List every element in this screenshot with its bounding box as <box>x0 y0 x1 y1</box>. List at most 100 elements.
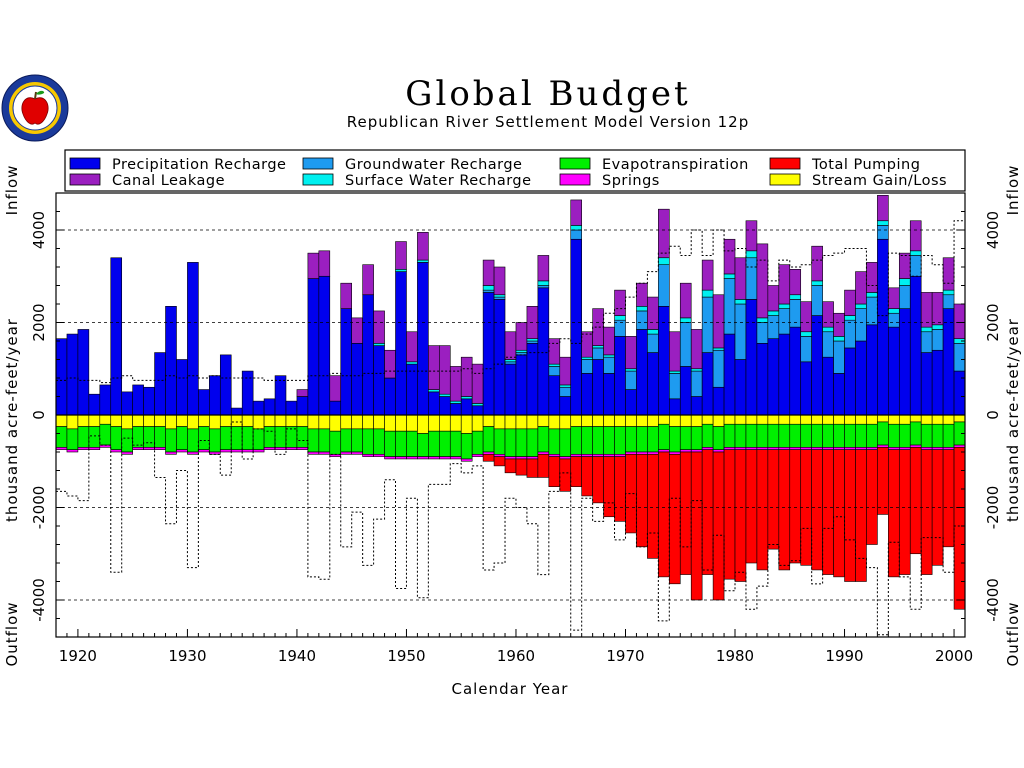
bar-segment <box>428 456 440 460</box>
bar-segment <box>723 423 736 448</box>
bar-segment <box>66 333 79 416</box>
legend-label: Evapotranspiration <box>602 157 749 173</box>
bar-segment <box>121 428 133 453</box>
bar-segment <box>844 319 856 349</box>
bar-segment <box>198 414 210 427</box>
bar-segment <box>88 393 101 416</box>
bar-segment <box>285 426 298 448</box>
bar-segment <box>515 354 528 416</box>
bar-segment <box>866 296 878 326</box>
bar-segment <box>176 414 188 427</box>
bar-segment <box>449 400 462 404</box>
bar-segment <box>931 292 944 326</box>
bar-segment <box>460 458 473 462</box>
legend-swatch <box>559 157 591 170</box>
bar-segment <box>263 447 276 450</box>
bar-segment <box>318 275 331 416</box>
bar-segment <box>625 451 637 455</box>
bar-segment <box>811 423 823 448</box>
bar-segment <box>460 433 473 460</box>
bar-segment <box>449 403 462 416</box>
bar-segment <box>318 414 331 430</box>
bar-segment <box>669 331 681 372</box>
bar-segment <box>406 331 418 363</box>
bar-segment <box>570 456 582 487</box>
bar-segment <box>526 338 539 342</box>
bar-segment <box>362 414 374 430</box>
bar-segment <box>734 303 747 360</box>
bar-segment <box>559 384 572 388</box>
bar-segment <box>789 326 802 416</box>
bar-segment <box>493 456 506 467</box>
bar-segment <box>636 329 648 416</box>
bar-segment <box>187 451 199 455</box>
bar-segment <box>471 403 484 407</box>
y-axis-outflow-label-right: Outflow <box>1004 601 1022 666</box>
bar-segment <box>679 317 692 323</box>
y-axis-inflow-label-right: Inflow <box>1004 165 1022 216</box>
bar-segment <box>669 414 681 427</box>
legend-swatch <box>769 157 801 170</box>
bar-segment <box>449 414 462 432</box>
y-axis-label-right: thousand acre-feet/year <box>1004 318 1022 522</box>
bar-segment <box>439 456 451 460</box>
bar-segment <box>493 428 506 455</box>
bar-segment <box>909 421 922 446</box>
bar-segment <box>898 447 911 450</box>
bar-segment <box>712 349 725 388</box>
bar-segment <box>625 389 637 416</box>
bar-segment <box>460 414 473 434</box>
bar-segment <box>778 303 791 309</box>
bar-segment <box>252 428 265 450</box>
bar-segment <box>198 426 210 450</box>
bar-segment <box>373 428 385 455</box>
gridlines <box>56 229 965 601</box>
bar-segment <box>230 426 243 450</box>
bar-segment <box>219 414 232 427</box>
bar-segment <box>406 456 418 460</box>
bar-segment <box>822 356 834 416</box>
bar-segment <box>767 310 780 316</box>
outflow-mirror-line <box>56 220 965 384</box>
bar-segment <box>329 414 342 432</box>
bar-segment <box>395 241 407 270</box>
y-tick-label-left: 0 <box>30 410 48 420</box>
bar-segment <box>658 451 670 578</box>
bar-segment <box>209 428 221 453</box>
bar-segment <box>449 456 462 460</box>
bar-segment <box>307 451 320 455</box>
bar-segment <box>647 329 659 335</box>
bar-segment <box>636 282 648 307</box>
bar-segment <box>712 414 725 427</box>
bar-segment <box>811 414 823 425</box>
bar-segment <box>55 414 68 427</box>
bar-segment <box>417 262 429 416</box>
bar-segment <box>658 414 670 425</box>
bar-segment <box>439 430 451 457</box>
bar-segment <box>855 340 867 416</box>
legend-swatch <box>69 157 101 170</box>
bar-segment <box>592 414 604 427</box>
bar-segment <box>329 400 342 416</box>
bar-segment <box>176 359 188 416</box>
bar-segment <box>920 414 933 425</box>
bar-segment <box>877 195 889 222</box>
bar-segment <box>307 252 320 279</box>
bar-segment <box>77 329 90 416</box>
bar-segment <box>756 243 769 319</box>
bar-segment <box>176 426 188 450</box>
bar-segment <box>230 449 243 453</box>
bar-segment <box>165 414 177 430</box>
bar-segment <box>384 430 396 457</box>
bar-segment <box>625 454 637 534</box>
bar-segment <box>559 458 572 492</box>
bar-segment <box>756 414 769 425</box>
bar-segment <box>428 391 440 416</box>
bar-segment <box>931 447 944 450</box>
bar-segment <box>778 449 791 571</box>
bar-segment <box>811 315 823 416</box>
bar-segment <box>241 370 254 416</box>
bar-segment <box>340 282 352 309</box>
bar-segment <box>493 294 506 298</box>
bar-segment <box>712 449 725 453</box>
